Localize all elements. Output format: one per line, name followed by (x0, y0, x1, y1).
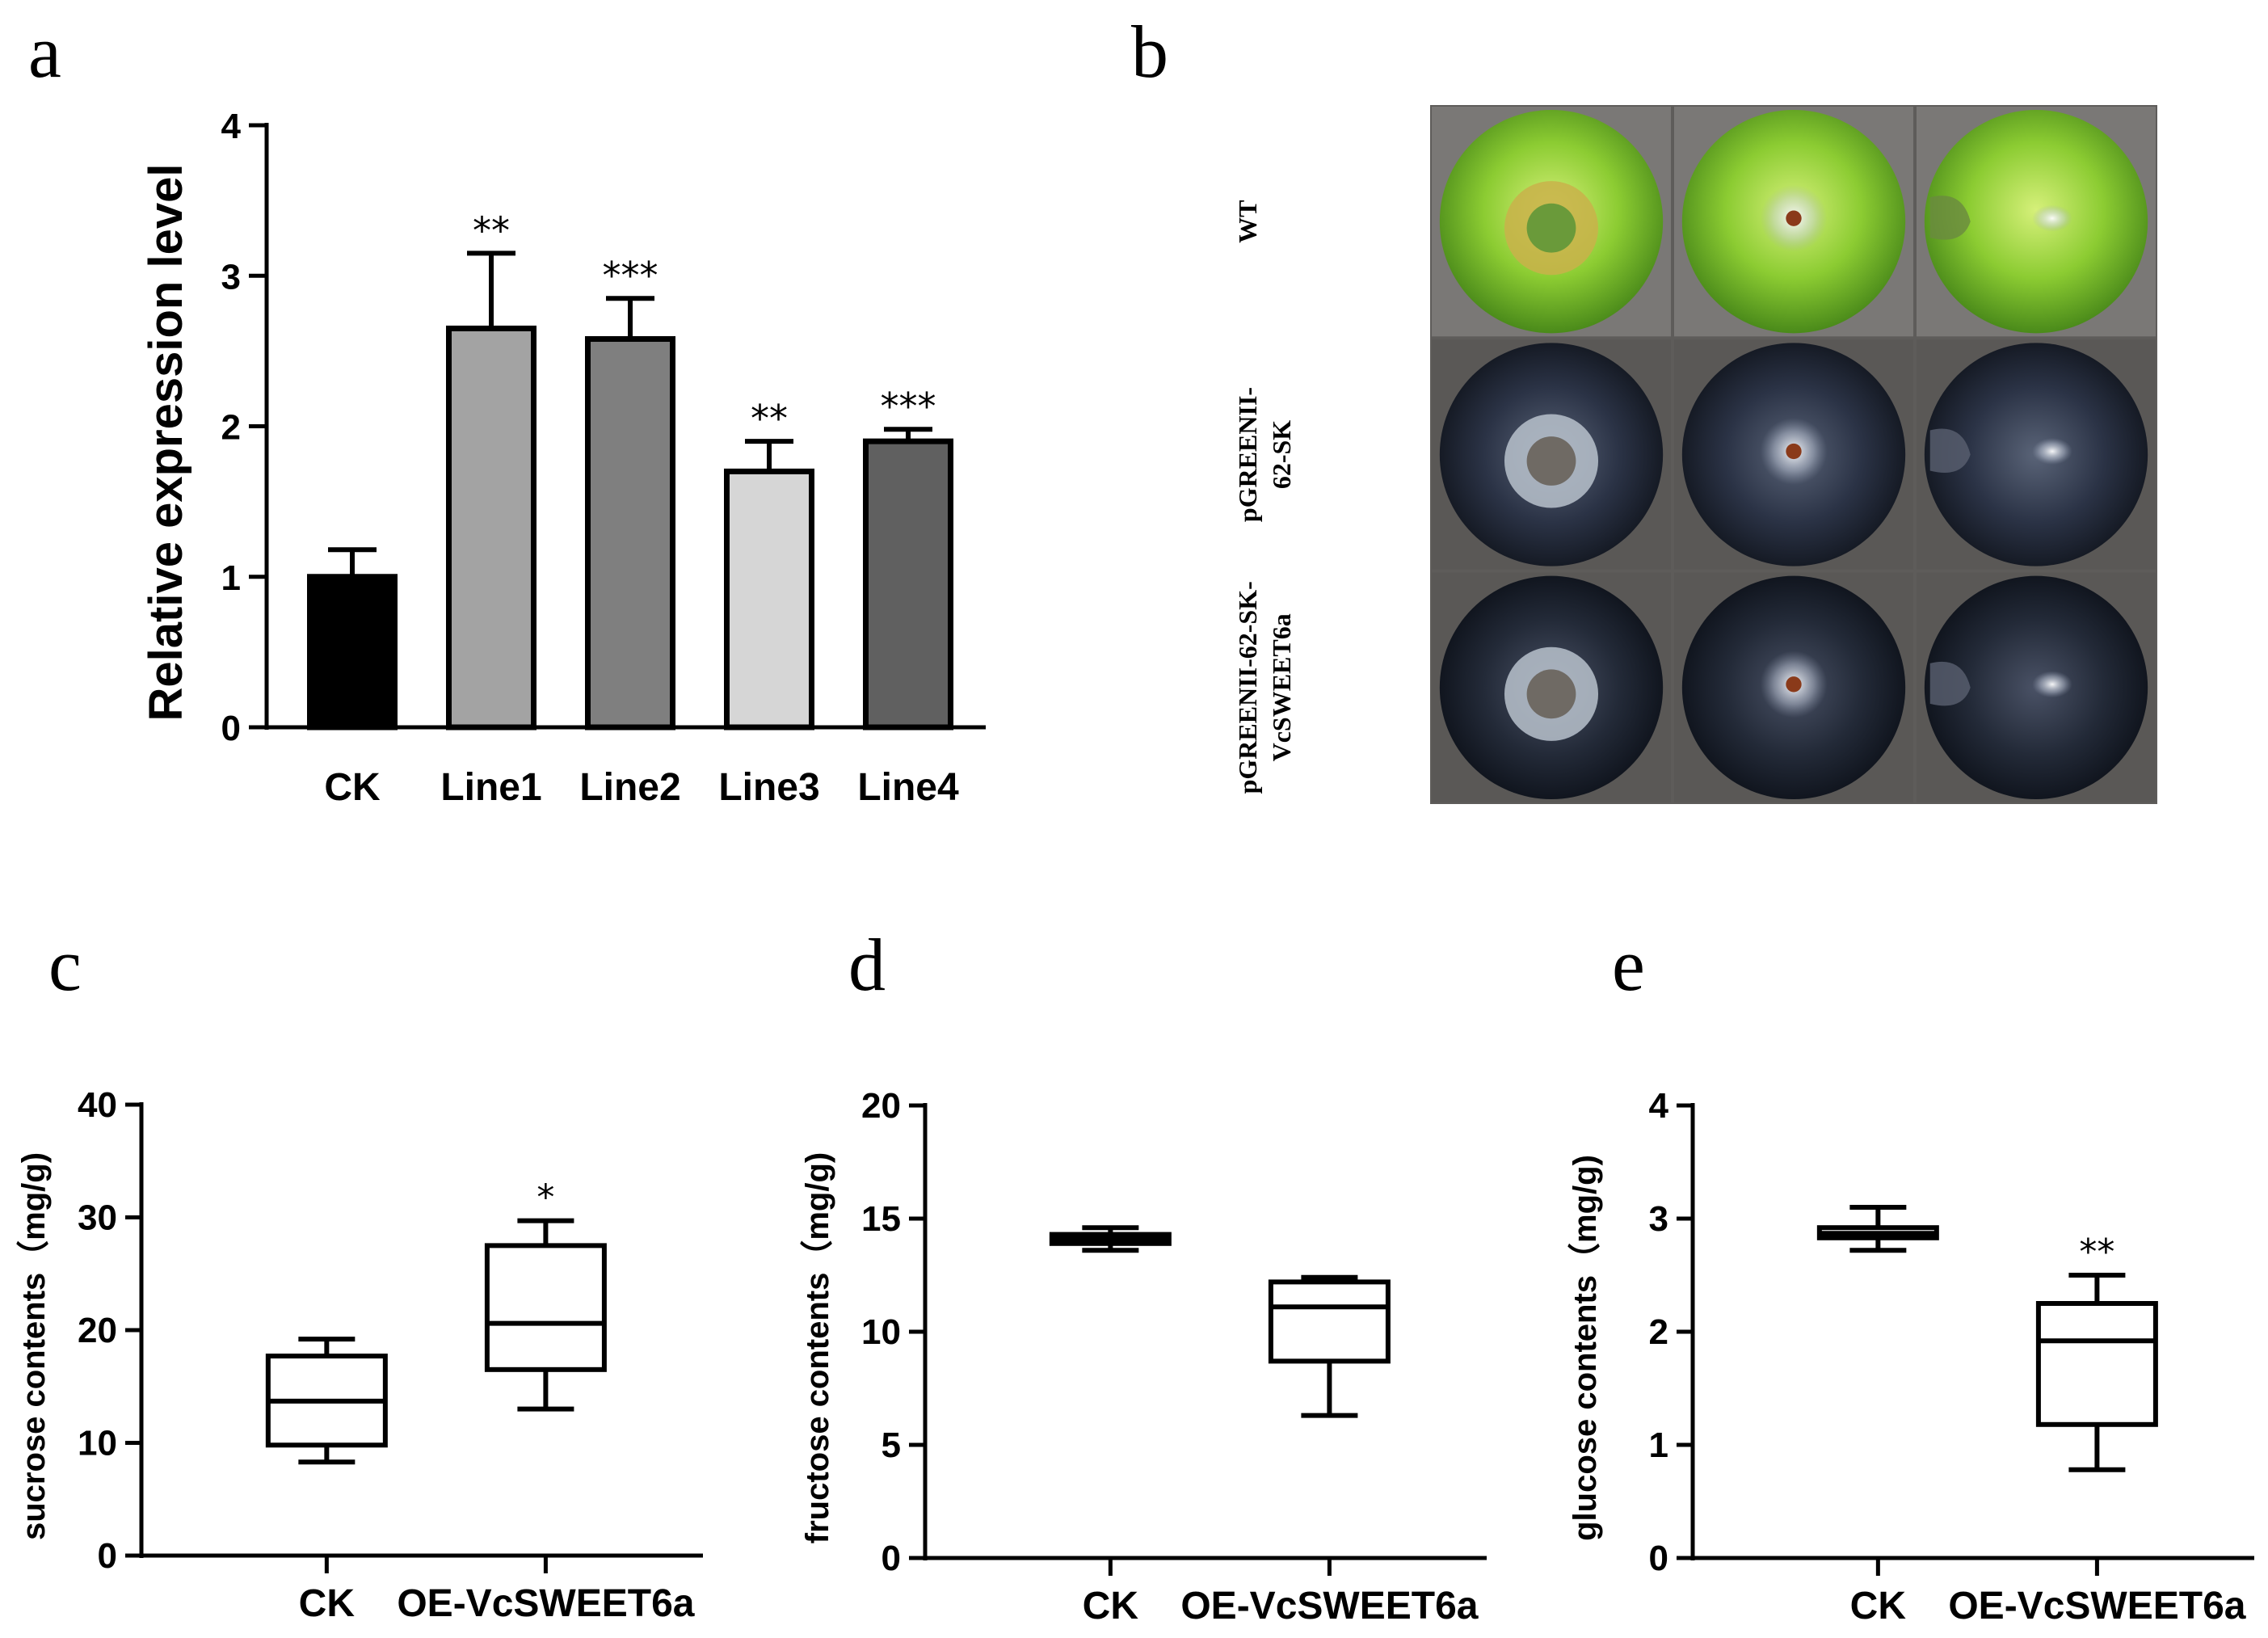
panel-letter-c: c (48, 924, 82, 1006)
y-tick-label: 2 (221, 408, 241, 448)
category-label: OE-VcSWEET6a (397, 1582, 694, 1625)
significance-label: *** (881, 385, 936, 428)
y-tick-label: 3 (221, 257, 241, 297)
chart-a-bar: 0 1 2 3 4 CK ** Line1 *** Line2 ** Line3 *** Line4 Rel… (140, 107, 986, 809)
significance-label: ** (751, 397, 788, 440)
y-axis-title: fructose contents（mg/g) (800, 1152, 835, 1543)
bar (446, 325, 536, 731)
y-tick-label: 40 (78, 1085, 117, 1125)
y-tick-label: 20 (78, 1311, 117, 1350)
sepal-image (1929, 661, 1971, 706)
stem-scar-image (1786, 443, 1802, 460)
y-tick-label: 0 (98, 1536, 117, 1576)
calyx-center-image (1526, 203, 1576, 253)
chart-e-box: 0 1 2 3 4 CK OE-VcSWEET6a ** glucose contents（mg… (1567, 1086, 2254, 1627)
y-tick-label: 0 (1649, 1539, 1668, 1578)
y-tick-label: 4 (1649, 1086, 1669, 1126)
y-tick-label: 10 (861, 1312, 901, 1352)
panel-letter-e: e (1612, 924, 1645, 1006)
y-tick-label: 10 (78, 1424, 117, 1463)
calyx-center-image (1526, 436, 1576, 486)
y-axis-title: sucrose contents（mg/g) (16, 1152, 52, 1540)
sepal-image (1929, 428, 1971, 473)
category-label: Line4 (857, 766, 959, 809)
photo-row-label: 62-SK (1267, 420, 1296, 489)
highlight-image (2032, 204, 2072, 232)
y-tick-label: 0 (221, 709, 241, 748)
chart-d-box: 0 5 10 15 20 CK OE-VcSWEET6a fructose contents（… (800, 1086, 1487, 1627)
category-label: CK (1850, 1585, 1907, 1627)
significance-label: ** (2079, 1232, 2114, 1273)
y-axis-title: glucose contents（mg/g) (1567, 1155, 1603, 1541)
category-label: OE-VcSWEET6a (1948, 1585, 2245, 1627)
box (2035, 1301, 2158, 1427)
photo-row-label: pGREENII-62-SK- (1233, 581, 1262, 794)
photo-row-label: pGREENII- (1233, 387, 1262, 522)
category-label: CK (1083, 1585, 1139, 1627)
y-tick-label: 0 (882, 1539, 901, 1578)
y-tick-label: 5 (882, 1425, 901, 1465)
y-tick-label: 1 (221, 558, 241, 598)
highlight-image (2032, 671, 2072, 698)
panel-letter-d: d (848, 924, 886, 1006)
stem-scar-image (1786, 676, 1802, 693)
y-tick-label: 1 (1649, 1425, 1668, 1465)
y-tick-label: 30 (78, 1198, 117, 1238)
panel-letter-a: a (28, 11, 61, 93)
stem-scar-image (1786, 210, 1802, 226)
y-tick-label: 15 (861, 1199, 901, 1239)
category-label: Line1 (440, 766, 541, 809)
significance-label: ** (473, 208, 510, 252)
bar (585, 335, 675, 731)
photo-row-label: WT (1233, 200, 1262, 242)
box (1268, 1279, 1391, 1364)
category-label: OE-VcSWEET6a (1180, 1585, 1478, 1627)
y-tick-label: 2 (1649, 1312, 1668, 1352)
category-label: Line3 (718, 766, 819, 809)
category-label: CK (299, 1582, 356, 1625)
calyx-center-image (1526, 669, 1576, 719)
bar (724, 468, 814, 731)
panel-letter-b: b (1131, 11, 1168, 93)
highlight-image (2032, 437, 2072, 465)
y-tick-label: 3 (1649, 1199, 1668, 1239)
category-label: Line2 (579, 766, 680, 809)
category-label: CK (324, 766, 381, 809)
chart-c-box: 0 10 20 30 40 CK OE-VcSWEET6a * sucrose contents… (16, 1085, 703, 1625)
photo-row-label: VcSWEET6a (1267, 613, 1296, 761)
box (484, 1243, 607, 1372)
y-tick-label: 20 (861, 1086, 901, 1126)
y-tick-label: 4 (221, 107, 242, 146)
sepal-image (1929, 196, 1971, 240)
bar (307, 574, 398, 731)
y-axis-title: Relative expression level (140, 164, 192, 722)
photo-panel-b: WT pGREENII- 62-SK pGREENII-62-SK- VcSWEET6a (1233, 105, 2157, 804)
bar (863, 438, 953, 731)
significance-label: *** (603, 254, 659, 297)
significance-label: * (536, 1177, 554, 1219)
